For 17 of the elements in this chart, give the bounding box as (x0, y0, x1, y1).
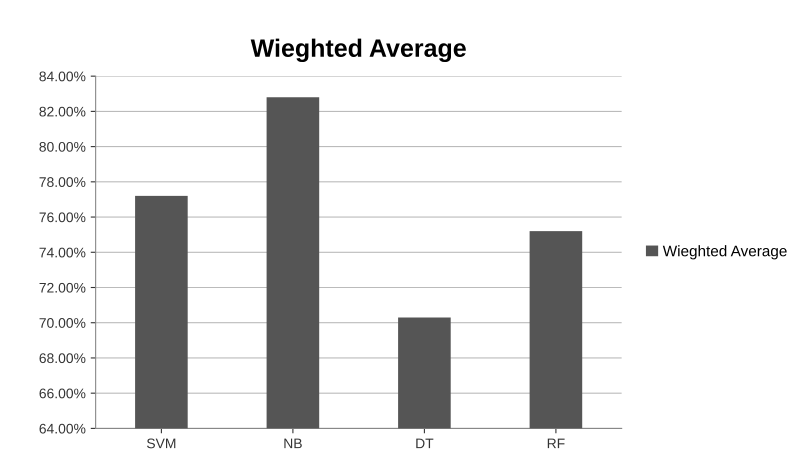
x-tick-label: NB (284, 438, 302, 448)
y-tick-label: 82.00% (39, 106, 86, 117)
y-tick-label: 64.00% (40, 424, 86, 434)
y-tick-label: 70.00% (40, 318, 86, 328)
x-tick-label: SVM (146, 438, 176, 448)
legend-label: Wieghted Average (662, 245, 787, 260)
y-tick-label: 76.00% (40, 212, 86, 222)
y-tick-label: 68.00% (40, 353, 86, 364)
y-tick-label: 66.00% (40, 388, 86, 398)
y-tick-label: 72.00% (40, 282, 86, 293)
y-tick-label: 78.00% (40, 177, 86, 187)
chart-title: Wieghted Average (250, 38, 466, 62)
y-tick-label: 74.00% (40, 248, 86, 258)
x-tick-label: RF (548, 438, 565, 448)
y-tick-label: 80.00% (39, 142, 86, 152)
x-tick-label: DT (416, 438, 434, 448)
y-tick-label: 84.00% (39, 71, 86, 82)
